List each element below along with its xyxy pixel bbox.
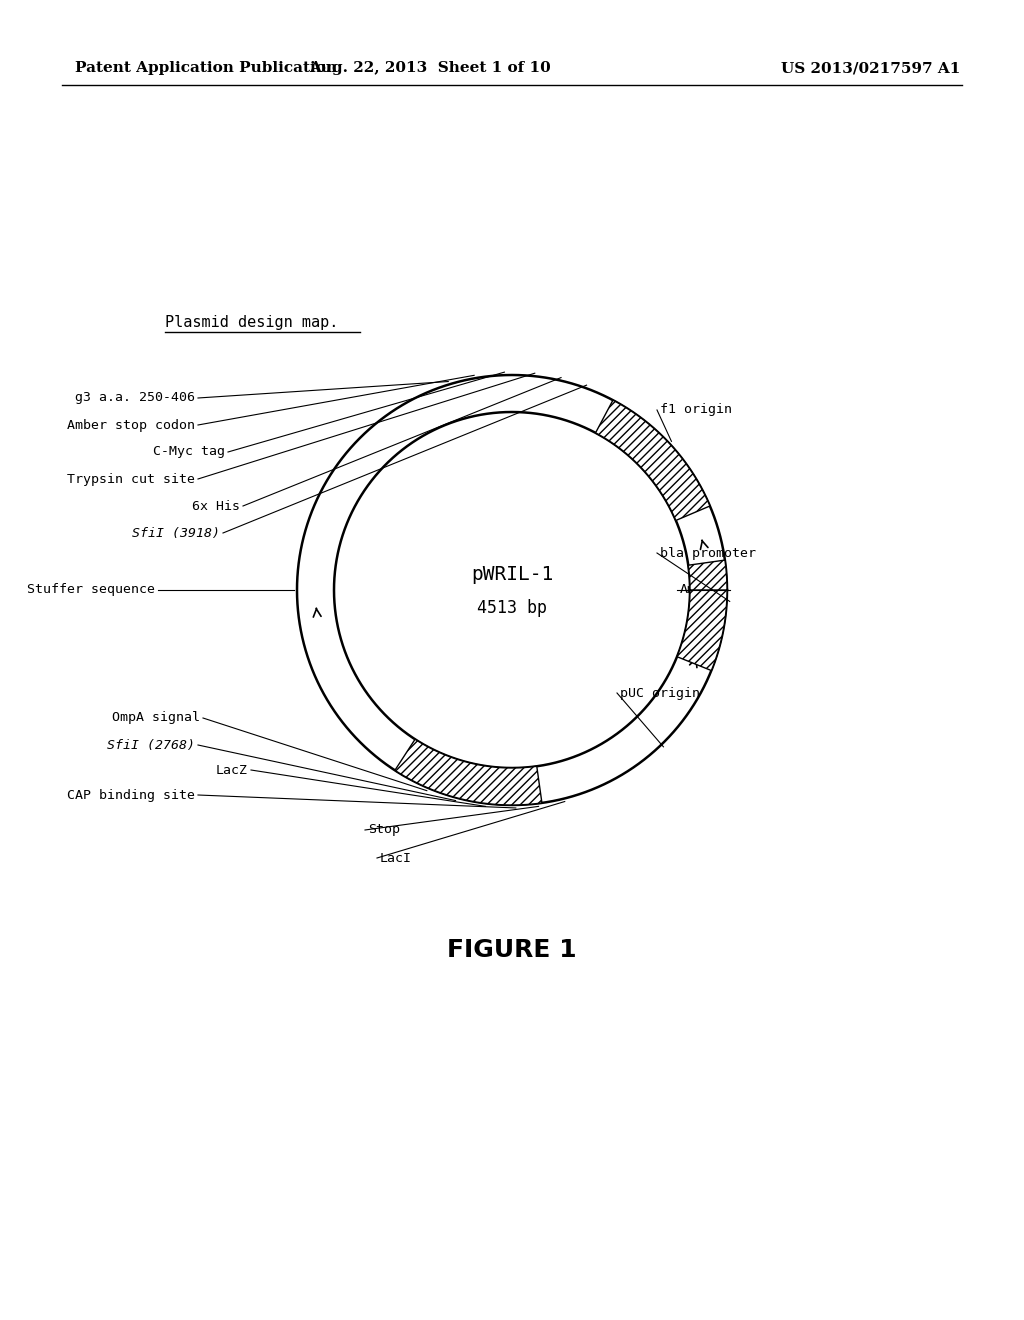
Polygon shape xyxy=(677,590,727,671)
Text: pUC origin: pUC origin xyxy=(620,686,700,700)
Text: SfiI (2768): SfiI (2768) xyxy=(106,738,195,751)
Polygon shape xyxy=(395,739,542,805)
Text: pWRIL-1: pWRIL-1 xyxy=(471,565,553,585)
Text: LacZ: LacZ xyxy=(216,763,248,776)
Text: US 2013/0217597 A1: US 2013/0217597 A1 xyxy=(780,61,961,75)
Text: Stuffer sequence: Stuffer sequence xyxy=(27,583,155,597)
Text: CAP binding site: CAP binding site xyxy=(67,788,195,801)
Text: C-Myc tag: C-Myc tag xyxy=(153,446,225,458)
Text: Patent Application Publication: Patent Application Publication xyxy=(75,61,337,75)
Polygon shape xyxy=(688,560,727,590)
Text: g3 a.a. 250-406: g3 a.a. 250-406 xyxy=(75,392,195,404)
Text: Stop: Stop xyxy=(368,824,400,837)
Text: Plasmid design map.: Plasmid design map. xyxy=(165,314,338,330)
Text: 4513 bp: 4513 bp xyxy=(477,599,547,616)
Text: f1 origin: f1 origin xyxy=(660,404,732,417)
Text: Amp(R): Amp(R) xyxy=(680,583,728,597)
Text: FIGURE 1: FIGURE 1 xyxy=(447,939,577,962)
Text: bla promoter: bla promoter xyxy=(660,546,756,560)
Polygon shape xyxy=(596,400,710,520)
Text: 6x His: 6x His xyxy=(193,499,240,512)
Text: LacI: LacI xyxy=(380,851,412,865)
Text: OmpA signal: OmpA signal xyxy=(112,711,200,725)
Text: Aug. 22, 2013  Sheet 1 of 10: Aug. 22, 2013 Sheet 1 of 10 xyxy=(309,61,551,75)
Text: Amber stop codon: Amber stop codon xyxy=(67,418,195,432)
Text: SfiI (3918): SfiI (3918) xyxy=(132,527,220,540)
Text: Trypsin cut site: Trypsin cut site xyxy=(67,473,195,486)
